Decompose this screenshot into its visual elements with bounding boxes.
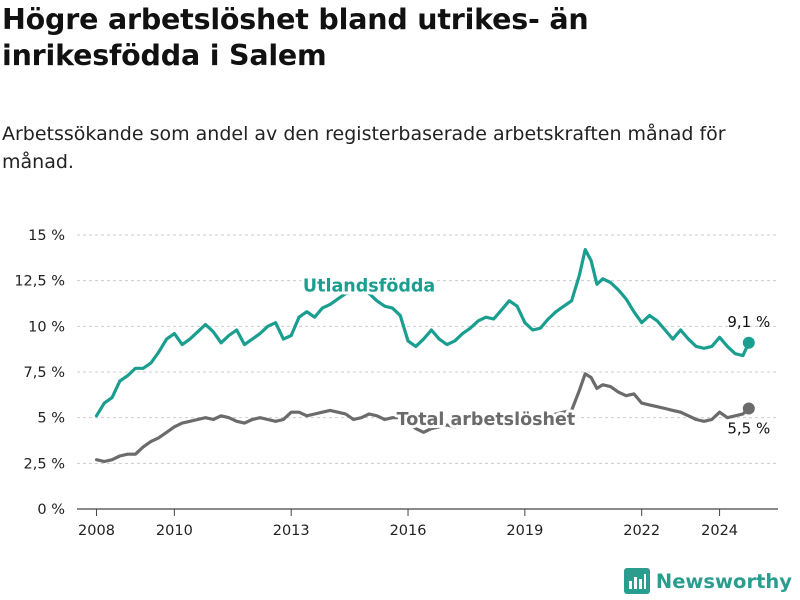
x-tick-label: 2024 — [701, 523, 738, 539]
x-tick-label: 2019 — [506, 523, 543, 539]
chart-subtitle: Arbetssökande som andel av den registerb… — [2, 123, 726, 173]
series-label-halo: Utlandsfödda — [303, 277, 435, 297]
end-point-utlandsfodda — [742, 336, 755, 349]
y-tick-label: 12,5 % — [14, 274, 65, 290]
bar-chart-icon — [623, 568, 650, 594]
series-line-total — [94, 372, 751, 464]
grid-layer — [77, 234, 778, 510]
series-layer — [94, 248, 755, 464]
x-tick-label: 2016 — [390, 523, 427, 539]
series-line-utlandsfodda — [94, 248, 751, 418]
brand-name: Newsworthy — [655, 569, 792, 593]
y-tick-label: 10 % — [28, 319, 65, 335]
y-tick-label: 15 % — [28, 228, 65, 244]
chart-title: Högre arbetslöshet bland utrikes- än inr… — [2, 3, 589, 72]
end-label-utlandsfodda: 9,1 % — [727, 313, 770, 331]
y-tick-label: 5 % — [37, 411, 65, 427]
y-tick-label: 0 % — [37, 502, 65, 518]
series-label-total: Total arbetslöshet — [397, 410, 576, 430]
y-tick-label: 7,5 % — [24, 365, 65, 381]
end-label-total: 5,5 % — [727, 420, 770, 438]
end-point-total — [742, 402, 755, 415]
x-tick-label: 2008 — [78, 523, 115, 539]
brand-logo[interactable]: Newsworthy — [623, 568, 792, 594]
x-tick-label: 2013 — [273, 523, 310, 539]
y-tick-label: 2,5 % — [24, 456, 65, 472]
x-tick-label: 2022 — [623, 523, 660, 539]
series-label-utlandsfodda: Utlandsfödda — [303, 277, 435, 297]
series-label-halo: Total arbetslöshet — [397, 410, 576, 430]
axis-layer: 0 % 2,5 % 5 % 7,5 % 10 % 12,5 % 15 % 2008 2010 20… — [14, 228, 738, 539]
x-tick-label: 2010 — [156, 523, 193, 539]
